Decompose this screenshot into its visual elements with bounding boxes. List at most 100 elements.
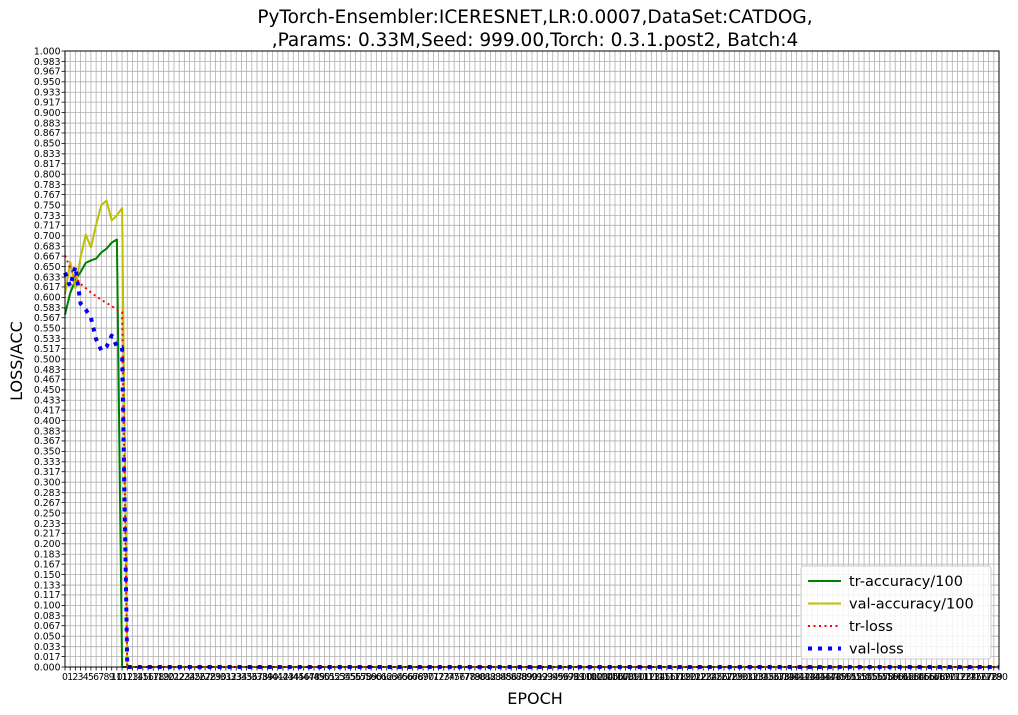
x-tick-label: 9 [109, 672, 115, 683]
x-tick-label: 132 [741, 672, 759, 683]
x-tick-label: 57 [355, 672, 367, 683]
y-axis-label: LOSS/ACC [7, 321, 26, 401]
x-tick-label: 8 [104, 672, 110, 683]
y-tick-label: 0.467 [34, 375, 61, 386]
x-tick-label: 38 [256, 672, 268, 683]
x-tick-label: 39 [261, 672, 273, 683]
x-tick-label: 115 [653, 672, 671, 683]
x-tick-label: 17 [147, 672, 159, 683]
x-tick-label: 20 [163, 672, 175, 683]
y-tick-label: 0.833 [34, 149, 61, 160]
y-tick-label: 0.650 [34, 262, 61, 273]
x-tick-label: 134 [751, 672, 769, 683]
x-tick-label: 167 [923, 672, 941, 683]
y-tick-label: 0.283 [34, 488, 61, 499]
x-tick-label: 14 [132, 672, 144, 683]
x-tick-label: 176 [969, 672, 987, 683]
x-tick-label: 158 [876, 672, 894, 683]
x-tick-label: 31 [220, 672, 232, 683]
x-tick-label: 5 [88, 672, 94, 683]
x-tick-label: 19 [158, 672, 170, 683]
x-tick-label: 142 [793, 672, 811, 683]
x-tick-label: 121 [684, 672, 702, 683]
x-tick-label: 7 [98, 672, 104, 683]
x-tick-label: 112 [637, 672, 655, 683]
x-tick-label: 24 [184, 672, 196, 683]
x-tick-label: 119 [674, 672, 692, 683]
x-tick-label: 70 [422, 672, 434, 683]
y-tick-label: 0.667 [34, 251, 61, 262]
y-tick-label: 0.400 [34, 416, 61, 427]
x-tick-label: 178 [980, 672, 998, 683]
x-tick-label: 147 [819, 672, 837, 683]
y-tick-label: 0.500 [34, 354, 61, 365]
x-tick-label: 79 [469, 672, 481, 683]
y-tick-label: 0.950 [34, 77, 61, 88]
x-tick-label: 11 [116, 672, 128, 683]
y-tick-label: 0.717 [34, 221, 61, 232]
x-tick-label: 29 [210, 672, 222, 683]
x-tick-label: 129 [725, 672, 743, 683]
x-tick-label: 157 [871, 672, 889, 683]
x-tick-label: 159 [881, 672, 899, 683]
x-tick-label: 69 [417, 672, 429, 683]
y-tick-label: 0.450 [34, 385, 61, 396]
x-tick-label: 32 [225, 672, 237, 683]
x-tick-label: 2 [72, 672, 78, 683]
x-tick-label: 169 [933, 672, 951, 683]
legend-label: val-accuracy/100 [849, 597, 974, 613]
x-tick-label: 1 [67, 672, 73, 683]
y-tick-label: 0.750 [34, 200, 61, 211]
y-tick-label: 0.150 [34, 570, 61, 581]
y-tick-label: 0.017 [34, 652, 61, 663]
x-tick-label: 77 [459, 672, 471, 683]
x-tick-label: 99 [573, 672, 585, 683]
y-tick-label: 0.767 [34, 190, 61, 201]
y-tick-label: 0.317 [34, 467, 61, 478]
x-tick-label: 170 [938, 672, 956, 683]
x-tick-label: 117 [663, 672, 681, 683]
x-tick-label: 151 [840, 672, 858, 683]
legend-label: tr-accuracy/100 [849, 574, 963, 590]
y-tick-label: 0.817 [34, 159, 61, 170]
x-tick-label: 106 [606, 672, 624, 683]
x-tick-label: 123 [694, 672, 712, 683]
x-tick-label: 50 [319, 672, 331, 683]
x-tick-label: 105 [601, 672, 619, 683]
legend-label: val-loss [849, 642, 904, 658]
y-tick-label: 0.550 [34, 324, 61, 335]
x-tick-label: 88 [516, 672, 528, 683]
x-tick-label: 80 [474, 672, 486, 683]
x-axis-ticks: 0 1 2 3 4 5 6 7 8 9101112131415161718192021222324… [62, 667, 1008, 683]
x-tick-label: 150 [834, 672, 852, 683]
x-tick-label: 144 [803, 672, 821, 683]
y-axis-ticks: 0.0000.0170.0330.0500.0670.0830.1000.117… [34, 46, 65, 673]
x-tick-label: 137 [767, 672, 785, 683]
x-tick-label: 146 [814, 672, 832, 683]
x-tick-label: 140 [783, 672, 801, 683]
y-tick-label: 1.000 [34, 46, 61, 57]
x-tick-label: 118 [668, 672, 686, 683]
y-tick-label: 0.333 [34, 457, 61, 468]
x-tick-label: 154 [855, 672, 873, 683]
legend: tr-accuracy/100 val-accuracy/100 tr-loss va… [800, 565, 992, 660]
x-tick-label: 0 [62, 672, 68, 683]
y-tick-label: 0.350 [34, 447, 61, 458]
y-tick-label: 0.567 [34, 313, 61, 324]
x-tick-label: 100 [575, 672, 593, 683]
y-tick-label: 0.967 [34, 67, 61, 78]
x-tick-label: 138 [772, 672, 790, 683]
x-tick-label: 55 [344, 672, 356, 683]
x-tick-label: 65 [396, 672, 408, 683]
x-tick-label: 114 [648, 672, 666, 683]
y-tick-label: 0.067 [34, 621, 61, 632]
x-tick-label: 136 [762, 672, 780, 683]
x-tick-label: 71 [427, 672, 439, 683]
x-tick-label: 97 [562, 672, 574, 683]
x-tick-label: 72 [433, 672, 445, 683]
y-tick-label: 0.267 [34, 498, 61, 509]
x-tick-label: 42 [277, 672, 289, 683]
x-tick-label: 26 [194, 672, 206, 683]
x-tick-label: 108 [617, 672, 635, 683]
